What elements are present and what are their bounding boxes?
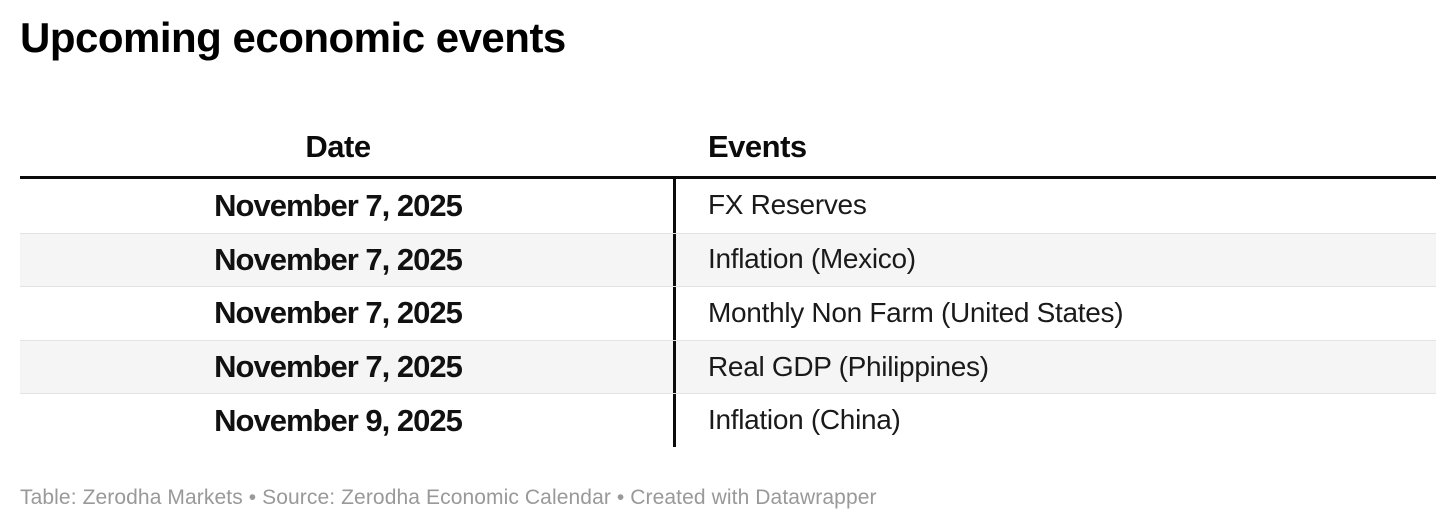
page-title: Upcoming economic events [20,14,566,61]
column-header-events: Events [708,128,807,164]
events-table: Date Events November 7, 2025 FX Reserves… [20,115,1436,447]
event-cell: FX Reserves [673,179,1436,233]
footer-credit: Table: Zerodha Markets • Source: Zerodha… [20,486,877,509]
event-cell: Inflation (Mexico) [673,233,1436,287]
column-header-date: Date [305,128,371,164]
table-row: November 7, 2025 Real GDP (Philippines) [20,339,1436,394]
table-row: November 7, 2025 FX Reserves [20,179,1436,233]
event-cell: Inflation (China) [673,394,1436,447]
date-cell: November 9, 2025 [214,402,463,438]
event-cell: Monthly Non Farm (United States) [673,287,1436,340]
table-row: November 7, 2025 Inflation (Mexico) [20,232,1436,287]
table-row: November 7, 2025 Monthly Non Farm (Unite… [20,286,1436,340]
date-cell: November 7, 2025 [214,187,463,223]
date-cell: November 7, 2025 [214,349,463,385]
date-cell: November 7, 2025 [214,241,463,277]
table-row: November 9, 2025 Inflation (China) [20,393,1436,447]
table-header-row: Date Events [20,115,1436,179]
event-cell: Real GDP (Philippines) [673,340,1436,394]
date-cell: November 7, 2025 [214,295,463,331]
table-body: November 7, 2025 FX Reserves November 7,… [20,179,1436,447]
